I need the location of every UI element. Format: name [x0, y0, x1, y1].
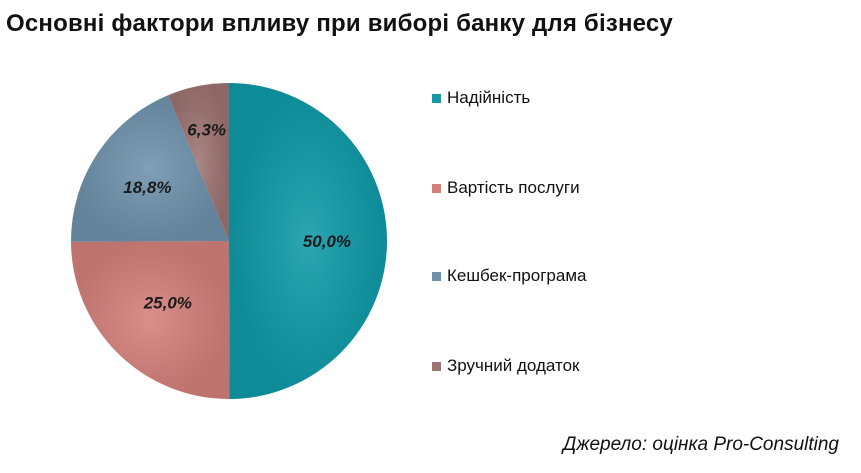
legend-item-cashback: Кешбек-програма — [432, 266, 586, 286]
legend-label: Зручний додаток — [447, 356, 580, 375]
data-label-convenient-app: 6,3% — [187, 120, 226, 139]
legend-item-service-cost: Вартість послуги — [432, 178, 580, 198]
legend-swatch — [432, 271, 441, 281]
legend-label: Надійність — [447, 88, 531, 107]
data-label-reliability: 50,0% — [303, 232, 351, 251]
data-label-service-cost: 25,0% — [143, 294, 192, 313]
chart-title: Основні фактори впливу при виборі банку … — [6, 10, 673, 37]
legend-swatch — [432, 361, 441, 371]
pie-data-labels: 50,0% 25,0% 18,8% 6,3% — [123, 120, 351, 312]
pie-slice-shading — [229, 83, 388, 399]
pie-slices — [71, 83, 388, 399]
legend-label: Кешбек-програма — [447, 266, 587, 285]
source-note: Джерело: оцінка Pro-Consulting — [563, 434, 839, 455]
data-label-cashback: 18,8% — [123, 178, 171, 197]
pie-slice-shading — [71, 241, 230, 399]
legend-label: Вартість послуги — [447, 178, 580, 197]
legend-swatch — [432, 93, 441, 103]
legend-swatch — [432, 183, 441, 193]
pie-slice-shading — [71, 95, 229, 242]
legend-item-convenient-app: Зручний додаток — [432, 356, 579, 376]
legend-item-reliability: Надійність — [432, 88, 530, 108]
pie-slice-shading — [168, 83, 229, 241]
